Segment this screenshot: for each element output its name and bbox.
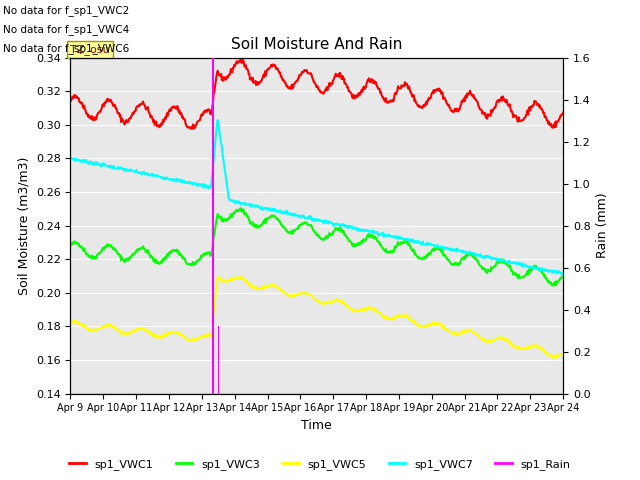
Text: No data for f_sp1_VWC2: No data for f_sp1_VWC2	[3, 5, 129, 16]
Y-axis label: Rain (mm): Rain (mm)	[596, 193, 609, 258]
Title: Soil Moisture And Rain: Soil Moisture And Rain	[231, 37, 403, 52]
Text: No data for f_sp1_VWC6: No data for f_sp1_VWC6	[3, 43, 129, 54]
Legend: sp1_VWC1, sp1_VWC3, sp1_VWC5, sp1_VWC7, sp1_Rain: sp1_VWC1, sp1_VWC3, sp1_VWC5, sp1_VWC7, …	[65, 455, 575, 474]
Y-axis label: Soil Moisture (m3/m3): Soil Moisture (m3/m3)	[17, 156, 30, 295]
Text: TZ_osu: TZ_osu	[70, 44, 110, 55]
Text: No data for f_sp1_VWC4: No data for f_sp1_VWC4	[3, 24, 129, 35]
X-axis label: Time: Time	[301, 419, 332, 432]
